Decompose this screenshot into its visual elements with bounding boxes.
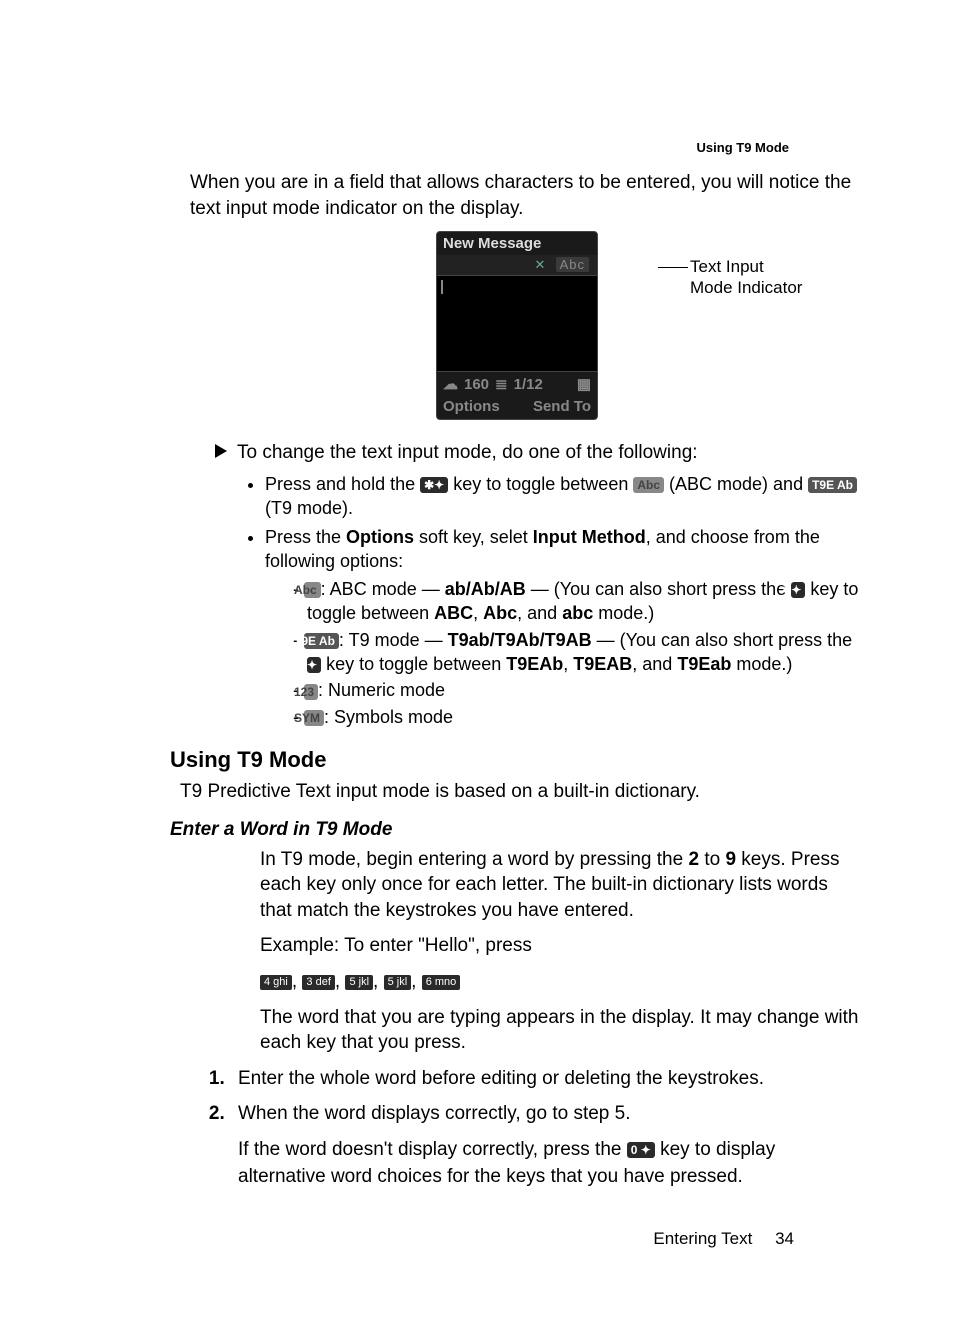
t9-description: In T9 mode, begin entering a word by pre…	[260, 847, 864, 1056]
callout-line	[658, 267, 688, 268]
steps-list: Enter the whole word before editing or d…	[230, 1066, 864, 1190]
dash-item: Abc: ABC mode — ab/Ab/AB — (You can also…	[293, 577, 864, 626]
phone-statusbar: ☁ 160 ≣ 1/12 ▦	[437, 372, 597, 396]
bullet-list: Press and hold the ✱✦ key to toggle betw…	[265, 472, 864, 729]
num-icon: 123	[304, 684, 318, 700]
section-heading: Using T9 Mode	[170, 747, 864, 773]
abc-icon: Abc	[633, 477, 664, 493]
sym-icon: SYM	[304, 710, 324, 726]
key-4-icon: 4 ghi	[260, 975, 292, 990]
page-number: 34	[775, 1229, 794, 1248]
page-footer: Entering Text 34	[653, 1229, 794, 1249]
intro-paragraph: When you are in a field that allows char…	[190, 170, 864, 221]
mode-indicator: Abc	[556, 257, 589, 272]
star-key-icon: ✱✦	[307, 657, 321, 673]
bullet-item: Press the Options soft key, selet Input …	[265, 525, 864, 729]
key-5-icon: 5 jkl	[345, 975, 373, 990]
zero-key-icon: 0 ✦	[627, 1142, 655, 1158]
bullet-item: Press and hold the ✱✦ key to toggle betw…	[265, 472, 864, 521]
footer-section: Entering Text	[653, 1229, 752, 1248]
phone-modebar: ✕ Abc	[437, 255, 597, 275]
softkey-left: Options	[443, 398, 500, 415]
dash-item: SYM: Symbols mode	[293, 705, 864, 729]
abc-icon: Abc	[304, 582, 321, 598]
key-6-icon: 6 mno	[422, 975, 461, 990]
dash-item: 123: Numeric mode	[293, 678, 864, 702]
phone-softkeys: Options Send To	[437, 396, 597, 419]
phone-title: New Message	[437, 232, 597, 255]
phone-screen	[437, 275, 597, 372]
subsection-heading: Enter a Word in T9 Mode	[170, 819, 864, 841]
running-header: Using T9 Mode	[697, 140, 789, 155]
step-item: When the word displays correctly, go to …	[230, 1101, 864, 1191]
star-key-icon: ✱✦	[420, 477, 448, 493]
dash-list: Abc: ABC mode — ab/Ab/AB — (You can also…	[293, 577, 864, 729]
procedure-intro-text: To change the text input mode, do one of…	[237, 440, 698, 466]
t9-icon: T9E Ab	[304, 633, 339, 649]
key-5-icon: 5 jkl	[384, 975, 412, 990]
softkey-right: Send To	[533, 398, 591, 415]
phone-figure: New Message ✕ Abc ☁ 160 ≣ 1/12 ▦ Options…	[170, 231, 864, 420]
key-sequence: 4 ghi, 3 def, 5 jkl, 5 jkl, 6 mno	[260, 969, 864, 995]
dash-item: T9E Ab: T9 mode — T9ab/T9Ab/T9AB — (You …	[293, 628, 864, 677]
phone-mock: New Message ✕ Abc ☁ 160 ≣ 1/12 ▦ Options…	[436, 231, 598, 420]
procedure-intro: To change the text input mode, do one of…	[215, 440, 864, 466]
key-3-icon: 3 def	[302, 975, 334, 990]
section-paragraph: T9 Predictive Text input mode is based o…	[180, 779, 864, 805]
callout-text: Text Input Mode Indicator	[690, 257, 802, 298]
t9-icon: T9E Ab	[808, 477, 857, 493]
star-key-icon: ✱✦	[791, 582, 805, 598]
step-item: Enter the whole word before editing or d…	[230, 1066, 864, 1093]
char-count: 160	[464, 376, 489, 393]
triangle-bullet-icon	[215, 444, 227, 458]
page-count: 1/12	[514, 376, 543, 393]
